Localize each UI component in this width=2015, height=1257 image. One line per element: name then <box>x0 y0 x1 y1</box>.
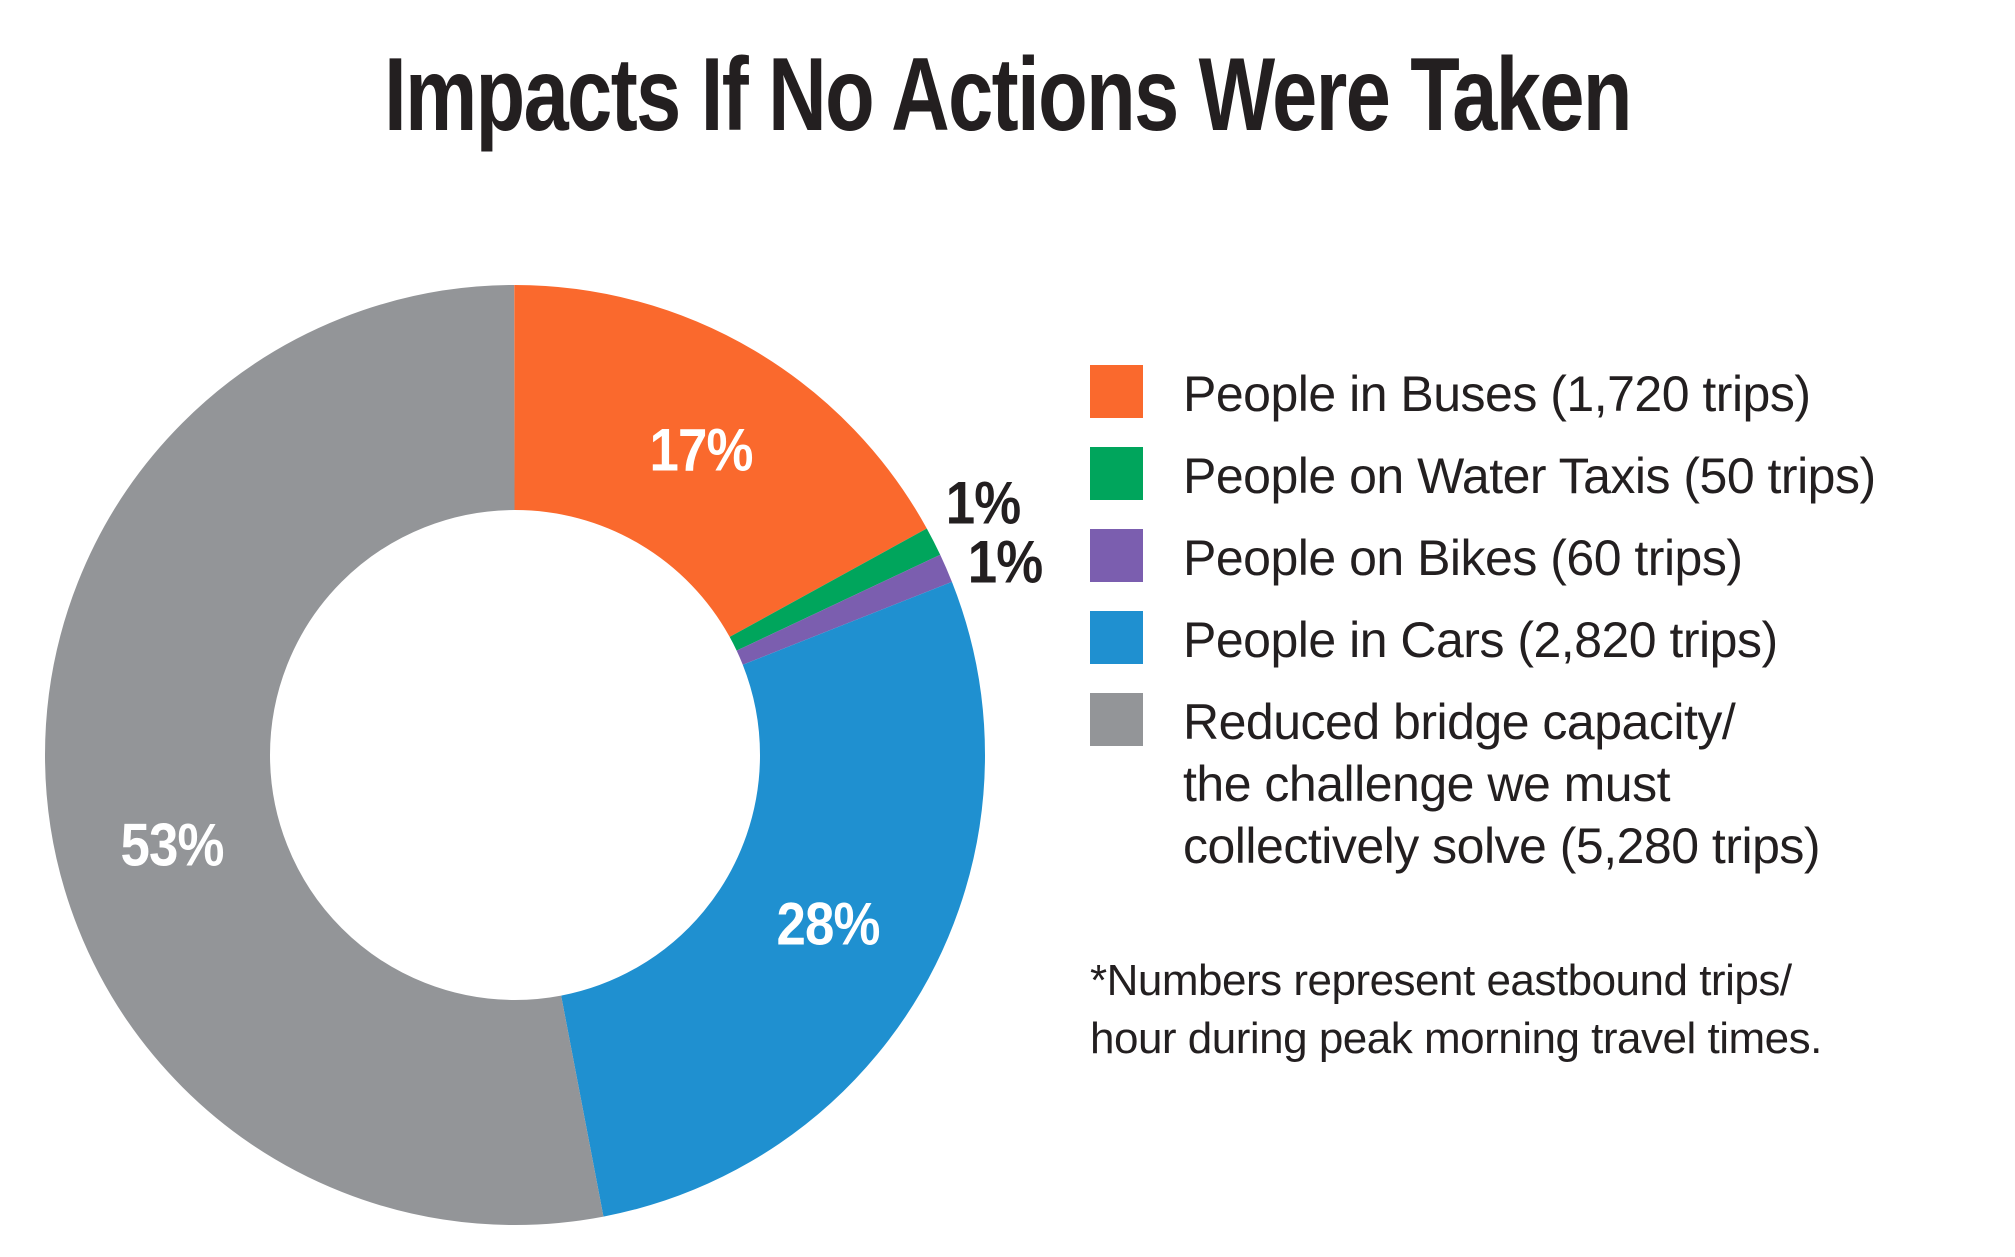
slice-label-bridge: 53% <box>120 811 224 879</box>
legend-label-bridge-line1: Reduced bridge capacity/ <box>1183 694 1736 750</box>
legend-label-bikes: People on Bikes (60 trips) <box>1183 530 1743 586</box>
legend-label-watertaxis: People on Water Taxis (50 trips) <box>1183 448 1876 504</box>
slice-label-cars: 28% <box>776 890 880 958</box>
legend-swatch-watertaxis <box>1090 447 1143 500</box>
legend-label-bridge-line2: the challenge we must <box>1183 756 1671 812</box>
legend-item-watertaxis: People on Water Taxis (50 trips) <box>1090 445 2015 507</box>
legend-swatch-bikes <box>1090 529 1143 582</box>
legend-swatch-buses <box>1090 365 1143 418</box>
donut-slice-cars <box>45 285 985 1225</box>
chart-title: Impacts If No Actions Were Taken <box>384 37 1632 153</box>
legend-item-bikes: People on Bikes (60 trips) <box>1090 527 2015 589</box>
slice-label-bikes: 1% <box>967 528 1043 596</box>
legend-swatch-cars <box>1090 611 1143 664</box>
legend-label-buses: People in Buses (1,720 trips) <box>1183 366 1811 422</box>
legend-swatch-bridge <box>1090 693 1143 746</box>
footnote: *Numbers represent eastbound trips/ hour… <box>1090 952 1822 1068</box>
slice-label-watertaxis: 1% <box>945 469 1021 537</box>
slice-label-buses: 17% <box>649 416 753 484</box>
donut-svg <box>45 285 985 1225</box>
legend-label-bridge-line3: collectively solve (5,280 trips) <box>1183 818 1821 874</box>
legend: People in Buses (1,720 trips) People on … <box>1090 363 2015 897</box>
donut-chart <box>45 285 985 1225</box>
donut-slice-bridge <box>45 285 985 1225</box>
legend-item-buses: People in Buses (1,720 trips) <box>1090 363 2015 425</box>
footnote-line1: *Numbers represent eastbound trips/ <box>1090 956 1792 1005</box>
footnote-line2: hour during peak morning travel times. <box>1090 1014 1822 1063</box>
legend-label-bridge: Reduced bridge capacity/ the challenge w… <box>1183 691 1821 877</box>
legend-label-cars: People in Cars (2,820 trips) <box>1183 612 1778 668</box>
legend-item-cars: People in Cars (2,820 trips) <box>1090 609 2015 671</box>
legend-item-bridge: Reduced bridge capacity/ the challenge w… <box>1090 691 2015 877</box>
